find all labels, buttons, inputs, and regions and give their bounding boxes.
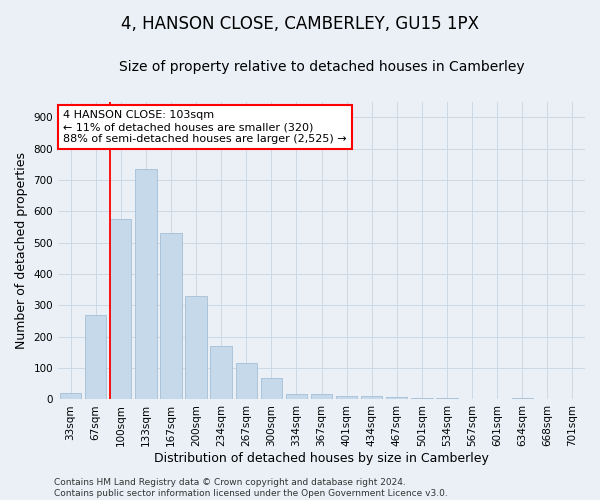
Bar: [110, 219, 131, 400]
Bar: [135, 169, 157, 400]
Bar: [336, 396, 357, 400]
Bar: [160, 234, 182, 400]
Bar: [411, 398, 433, 400]
Bar: [85, 315, 106, 400]
Bar: [386, 397, 407, 400]
Bar: [211, 346, 232, 400]
Text: Contains HM Land Registry data © Crown copyright and database right 2024.
Contai: Contains HM Land Registry data © Crown c…: [54, 478, 448, 498]
Bar: [512, 398, 533, 400]
Bar: [236, 364, 257, 400]
Bar: [361, 396, 382, 400]
Text: 4, HANSON CLOSE, CAMBERLEY, GU15 1PX: 4, HANSON CLOSE, CAMBERLEY, GU15 1PX: [121, 15, 479, 33]
X-axis label: Distribution of detached houses by size in Camberley: Distribution of detached houses by size …: [154, 452, 489, 465]
Bar: [185, 296, 207, 400]
Bar: [286, 394, 307, 400]
Bar: [311, 394, 332, 400]
Y-axis label: Number of detached properties: Number of detached properties: [15, 152, 28, 349]
Bar: [436, 398, 458, 400]
Bar: [60, 393, 81, 400]
Title: Size of property relative to detached houses in Camberley: Size of property relative to detached ho…: [119, 60, 524, 74]
Text: 4 HANSON CLOSE: 103sqm
← 11% of detached houses are smaller (320)
88% of semi-de: 4 HANSON CLOSE: 103sqm ← 11% of detached…: [64, 110, 347, 144]
Bar: [260, 378, 282, 400]
